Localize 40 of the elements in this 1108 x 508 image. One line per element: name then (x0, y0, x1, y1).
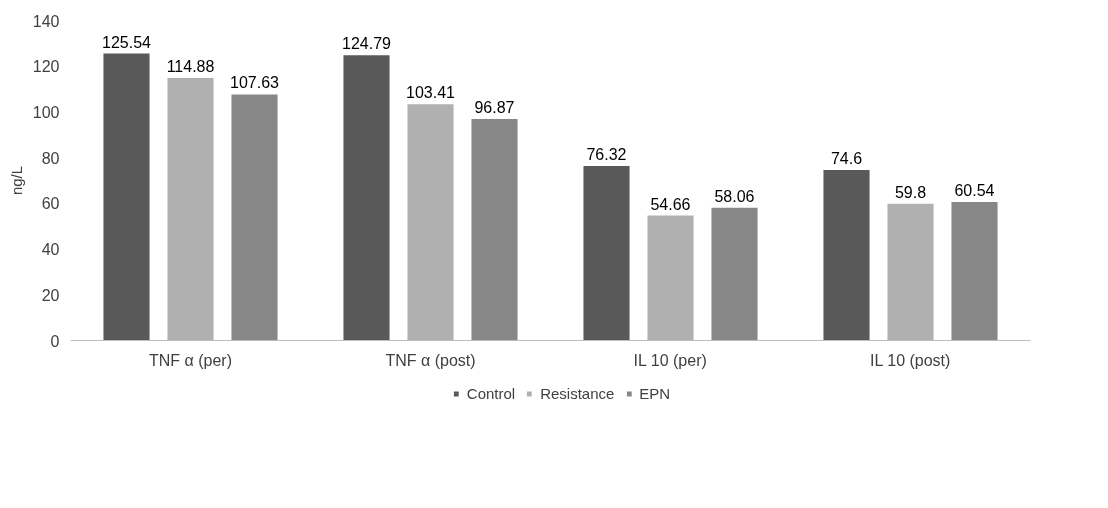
data-label: 125.54 (102, 33, 152, 51)
y-tick-label: 0 (50, 332, 60, 350)
y-tick-label: 80 (41, 149, 60, 167)
x-tick-label: TNF α (post) (385, 351, 476, 369)
bar (231, 94, 278, 341)
y-axis-title: ng/L (7, 165, 25, 196)
data-label: 107.63 (230, 74, 280, 92)
data-label: 54.66 (650, 195, 691, 213)
data-label: 96.87 (474, 99, 515, 117)
x-tick-label: TNF α (per) (148, 351, 233, 369)
legend-label: Resistance (540, 384, 615, 402)
x-tick-label: IL 10 (post) (870, 351, 951, 369)
bar (583, 166, 630, 341)
data-label: 59.8 (894, 183, 927, 201)
legend-label: Control (466, 384, 516, 402)
y-tick-label: 20 (41, 286, 60, 304)
bar (887, 203, 934, 341)
x-tick-label: IL 10 (per) (633, 351, 707, 369)
data-label: 60.54 (954, 182, 995, 200)
y-tick-label: 60 (41, 195, 60, 213)
bar (823, 169, 870, 341)
data-label: 74.6 (830, 149, 863, 167)
data-label: 58.06 (714, 187, 755, 205)
legend-label: EPN (639, 384, 671, 402)
bar (167, 77, 214, 341)
data-label: 76.32 (586, 146, 627, 164)
bar (471, 119, 518, 341)
bar (343, 55, 390, 341)
y-tick-label: 120 (32, 58, 60, 76)
y-tick-label: 140 (32, 12, 60, 30)
y-tick-label: 100 (32, 103, 60, 121)
data-label: 103.41 (406, 84, 456, 102)
bar (103, 53, 150, 341)
bar (951, 202, 998, 341)
bar (407, 104, 454, 341)
bar (647, 215, 694, 341)
y-tick-label: 40 (41, 241, 60, 259)
bar (711, 207, 758, 341)
data-label: 114.88 (166, 57, 215, 75)
data-label: 124.79 (342, 35, 392, 53)
